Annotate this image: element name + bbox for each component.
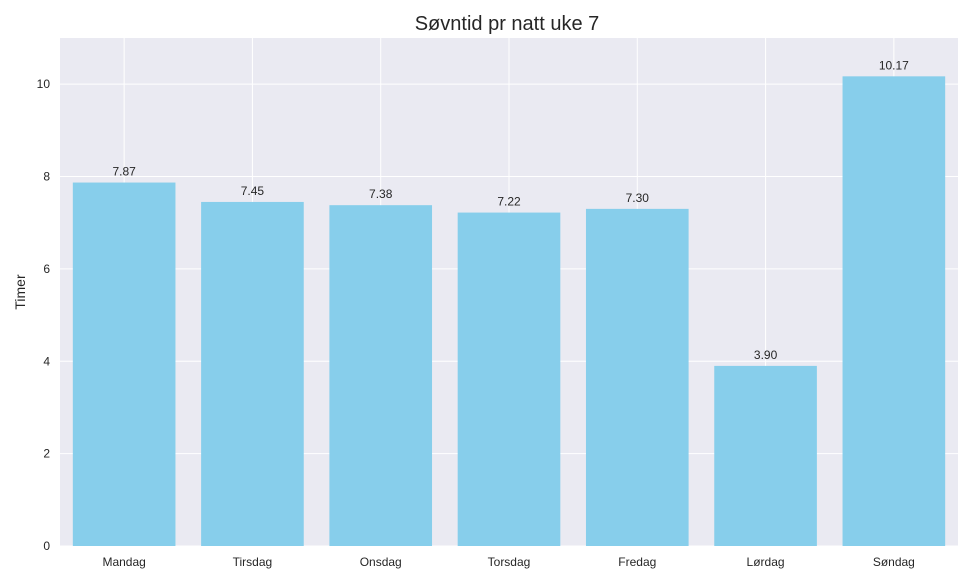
x-tick-label: Torsdag [488, 555, 531, 569]
bar-mandag [72, 182, 176, 547]
data-label: 7.30 [626, 191, 650, 205]
x-tick-label: Mandag [102, 555, 145, 569]
data-label: 7.87 [112, 165, 136, 179]
bar-tirsdag [201, 201, 304, 547]
x-tick-label: Lørdag [747, 555, 785, 569]
x-tick-label: Tirsdag [233, 555, 273, 569]
data-label: 7.22 [497, 195, 521, 209]
y-tick-label: 6 [43, 262, 50, 276]
bar-lørdag [714, 365, 817, 546]
y-tick-label: 8 [43, 170, 50, 184]
y-tick-label: 0 [43, 539, 50, 553]
chart-title: Søvntid pr natt uke 7 [415, 13, 600, 35]
data-label: 7.38 [369, 187, 393, 201]
x-tick-label: Søndag [873, 555, 915, 569]
x-tick-label: Fredag [618, 555, 656, 569]
bar-søndag [842, 76, 946, 547]
bar-onsdag [329, 205, 433, 547]
x-tick-labels: Mandag Tirsdag Onsdag Torsdag Fredag Lørdag Sø… [102, 555, 914, 569]
data-labels: 7.87 7.45 7.38 7.22 7.30 3.90 10.17 [112, 58, 909, 362]
bar-fredag [585, 208, 689, 546]
bars [72, 76, 946, 547]
y-tick-label: 4 [43, 354, 50, 368]
y-tick-label: 10 [37, 77, 51, 91]
x-tick-label: Onsdag [360, 555, 402, 569]
data-label: 3.90 [754, 348, 778, 362]
y-tick-label: 2 [43, 447, 50, 461]
y-tick-labels: 0 2 4 6 8 10 [37, 77, 51, 553]
data-label: 7.45 [241, 184, 265, 198]
y-axis-label: Timer [12, 274, 28, 310]
bar-torsdag [457, 212, 561, 547]
data-label: 10.17 [879, 58, 909, 72]
